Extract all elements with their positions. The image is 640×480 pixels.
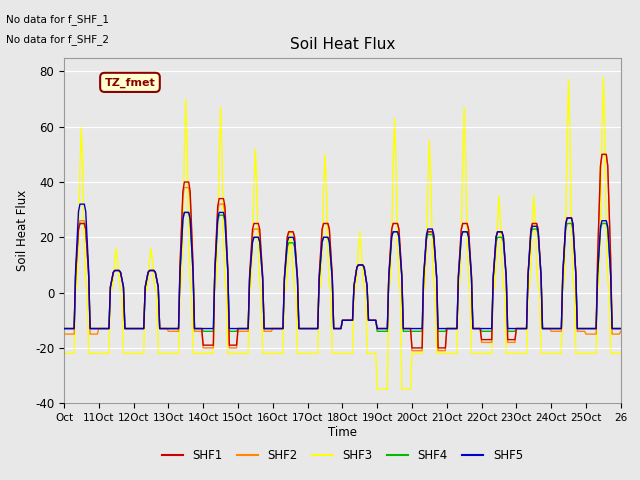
SHF1 bbox=[598, 152, 606, 157]
SHF5 bbox=[356, 262, 364, 268]
Legend: SHF1, SHF2, SHF3, SHF4, SHF5: SHF1, SHF2, SHF3, SHF4, SHF5 bbox=[157, 444, 528, 467]
SHF5 bbox=[449, 325, 456, 331]
Line: SHF1: SHF1 bbox=[64, 155, 621, 348]
SHF4 bbox=[73, 250, 81, 255]
Title: Soil Heat Flux: Soil Heat Flux bbox=[290, 37, 395, 52]
SHF2 bbox=[598, 152, 606, 157]
SHF2 bbox=[289, 229, 297, 235]
SHF4 bbox=[617, 325, 625, 331]
Text: No data for f_SHF_2: No data for f_SHF_2 bbox=[6, 34, 109, 45]
Line: SHF2: SHF2 bbox=[64, 155, 621, 351]
SHF3 bbox=[355, 245, 362, 251]
Line: SHF3: SHF3 bbox=[64, 77, 621, 389]
SHF4 bbox=[357, 262, 365, 268]
SHF2 bbox=[431, 254, 439, 260]
SHF1 bbox=[73, 250, 81, 255]
SHF1 bbox=[431, 254, 439, 260]
Y-axis label: Soil Heat Flux: Soil Heat Flux bbox=[17, 190, 29, 271]
SHF1 bbox=[289, 229, 297, 235]
SHF3 bbox=[109, 277, 117, 283]
SHF1 bbox=[408, 345, 416, 351]
SHF2 bbox=[73, 248, 81, 253]
SHF4 bbox=[450, 325, 458, 331]
SHF5 bbox=[76, 201, 84, 207]
SHF5 bbox=[111, 268, 118, 274]
SHF3 bbox=[289, 272, 297, 278]
SHF5 bbox=[60, 325, 68, 331]
SHF4 bbox=[109, 269, 117, 275]
SHF4 bbox=[433, 275, 440, 281]
SHF3 bbox=[617, 350, 625, 356]
SHF5 bbox=[431, 252, 439, 258]
SHF1 bbox=[109, 269, 117, 275]
Line: SHF5: SHF5 bbox=[64, 204, 621, 328]
SHF2 bbox=[617, 328, 625, 334]
SHF4 bbox=[60, 325, 68, 331]
Text: TZ_fmet: TZ_fmet bbox=[104, 77, 156, 87]
SHF5 bbox=[73, 238, 81, 244]
SHF1 bbox=[617, 325, 625, 331]
SHF1 bbox=[355, 262, 362, 268]
SHF4 bbox=[200, 328, 207, 334]
SHF2 bbox=[355, 262, 362, 268]
SHF2 bbox=[109, 269, 117, 275]
SHF1 bbox=[449, 325, 456, 331]
SHF2 bbox=[60, 331, 68, 337]
SHF4 bbox=[180, 210, 188, 216]
SHF3 bbox=[449, 350, 456, 356]
X-axis label: Time: Time bbox=[328, 426, 357, 439]
Line: SHF4: SHF4 bbox=[64, 213, 621, 331]
SHF2 bbox=[408, 348, 416, 354]
SHF5 bbox=[291, 239, 298, 245]
SHF5 bbox=[617, 325, 625, 331]
SHF3 bbox=[431, 288, 439, 294]
Text: No data for f_SHF_1: No data for f_SHF_1 bbox=[6, 14, 109, 25]
SHF2 bbox=[449, 325, 456, 331]
SHF3 bbox=[73, 280, 81, 286]
SHF3 bbox=[60, 350, 68, 356]
SHF3 bbox=[373, 386, 381, 392]
SHF1 bbox=[60, 325, 68, 331]
SHF3 bbox=[600, 74, 607, 80]
SHF4 bbox=[292, 261, 300, 266]
